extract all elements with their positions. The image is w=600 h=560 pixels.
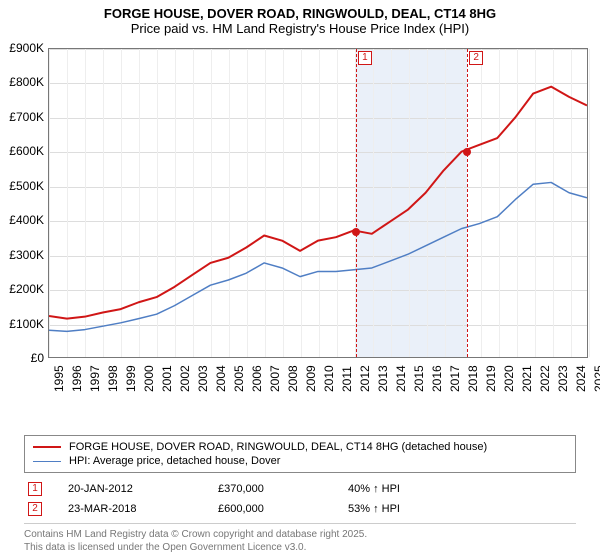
- x-axis-label: 2025: [592, 365, 600, 392]
- event-price: £600,000: [214, 499, 344, 519]
- events-table: 1 20-JAN-2012£370,00040% ↑ HPI 2 23-MAR-201…: [24, 479, 576, 519]
- x-axis-label: 2004: [214, 365, 228, 392]
- chart-title-block: FORGE HOUSE, DOVER ROAD, RINGWOULD, DEAL…: [0, 0, 600, 38]
- gridline-v: [589, 49, 590, 357]
- event-marker: 2: [469, 51, 483, 65]
- x-axis-label: 1998: [106, 365, 120, 392]
- x-axis-label: 2022: [538, 365, 552, 392]
- event-delta: 53% ↑ HPI: [344, 499, 576, 519]
- event-marker: 1: [358, 51, 372, 65]
- event-price: £370,000: [214, 479, 344, 499]
- event-guideline: [467, 49, 468, 357]
- y-axis-label: £300K: [2, 248, 44, 262]
- x-axis-label: 2011: [340, 366, 354, 392]
- x-axis-label: 1995: [52, 365, 66, 392]
- x-axis-label: 2015: [412, 365, 426, 392]
- event-row: 2 23-MAR-2018£600,00053% ↑ HPI: [24, 499, 576, 519]
- y-axis-label: £700K: [2, 110, 44, 124]
- x-axis-label: 1997: [88, 365, 102, 392]
- footer-line-2: This data is licensed under the Open Gov…: [24, 541, 576, 554]
- event-row-marker: 2: [28, 502, 42, 516]
- chart-title: FORGE HOUSE, DOVER ROAD, RINGWOULD, DEAL…: [8, 6, 592, 21]
- series-line: [49, 87, 587, 319]
- x-axis-label: 2002: [178, 365, 192, 392]
- event-date: 20-JAN-2012: [64, 479, 214, 499]
- attribution-footer: Contains HM Land Registry data © Crown c…: [24, 523, 576, 554]
- x-axis-label: 2008: [286, 365, 300, 392]
- x-axis-label: 2023: [556, 365, 570, 392]
- event-row-marker: 1: [28, 482, 42, 496]
- y-axis-label: £500K: [2, 179, 44, 193]
- x-axis-label: 2003: [196, 365, 210, 392]
- x-axis-label: 1996: [70, 365, 84, 392]
- y-axis-label: £800K: [2, 75, 44, 89]
- x-axis-label: 2013: [376, 365, 390, 392]
- y-axis-label: £0: [2, 351, 44, 365]
- x-axis-label: 1999: [124, 365, 138, 392]
- x-axis-label: 2006: [250, 365, 264, 392]
- legend-label: HPI: Average price, detached house, Dove…: [69, 455, 280, 467]
- x-axis-label: 2000: [142, 365, 156, 392]
- x-axis-label: 2012: [358, 365, 372, 392]
- series-svg: [49, 49, 587, 357]
- chart-subtitle: Price paid vs. HM Land Registry's House …: [8, 21, 592, 36]
- x-axis-label: 2005: [232, 365, 246, 392]
- x-axis-label: 2010: [322, 365, 336, 392]
- series-line: [49, 182, 587, 331]
- legend-swatch: [33, 446, 61, 448]
- legend-box: FORGE HOUSE, DOVER ROAD, RINGWOULD, DEAL…: [24, 435, 576, 473]
- chart-area: £0 £100K £200K £300K £400K £500K £600K £700K £80…: [2, 46, 592, 431]
- y-axis-label: £900K: [2, 41, 44, 55]
- x-axis-label: 2019: [484, 365, 498, 392]
- footer-line-1: Contains HM Land Registry data © Crown c…: [24, 528, 576, 541]
- event-date: 23-MAR-2018: [64, 499, 214, 519]
- event-delta: 40% ↑ HPI: [344, 479, 576, 499]
- event-row: 1 20-JAN-2012£370,00040% ↑ HPI: [24, 479, 576, 499]
- x-axis-label: 2016: [430, 365, 444, 392]
- legend-label: FORGE HOUSE, DOVER ROAD, RINGWOULD, DEAL…: [69, 441, 487, 453]
- x-axis-label: 2018: [466, 365, 480, 392]
- y-axis-label: £200K: [2, 282, 44, 296]
- x-axis-label: 2014: [394, 365, 408, 392]
- y-axis-label: £600K: [2, 144, 44, 158]
- y-axis-label: £100K: [2, 317, 44, 331]
- x-axis-label: 2020: [502, 365, 516, 392]
- plot-region: [48, 48, 588, 358]
- x-axis-label: 2001: [160, 365, 174, 392]
- events-table-inner: 1 20-JAN-2012£370,00040% ↑ HPI 2 23-MAR-201…: [24, 479, 576, 519]
- event-guideline: [356, 49, 357, 357]
- x-axis-label: 2007: [268, 365, 282, 392]
- x-axis-label: 2017: [448, 365, 462, 392]
- legend-item: HPI: Average price, detached house, Dove…: [33, 454, 567, 468]
- x-axis-label: 2021: [520, 365, 534, 392]
- x-axis-label: 2024: [574, 365, 588, 392]
- legend-swatch: [33, 461, 61, 462]
- y-axis-label: £400K: [2, 213, 44, 227]
- x-axis-label: 2009: [304, 365, 318, 392]
- legend-item: FORGE HOUSE, DOVER ROAD, RINGWOULD, DEAL…: [33, 440, 567, 454]
